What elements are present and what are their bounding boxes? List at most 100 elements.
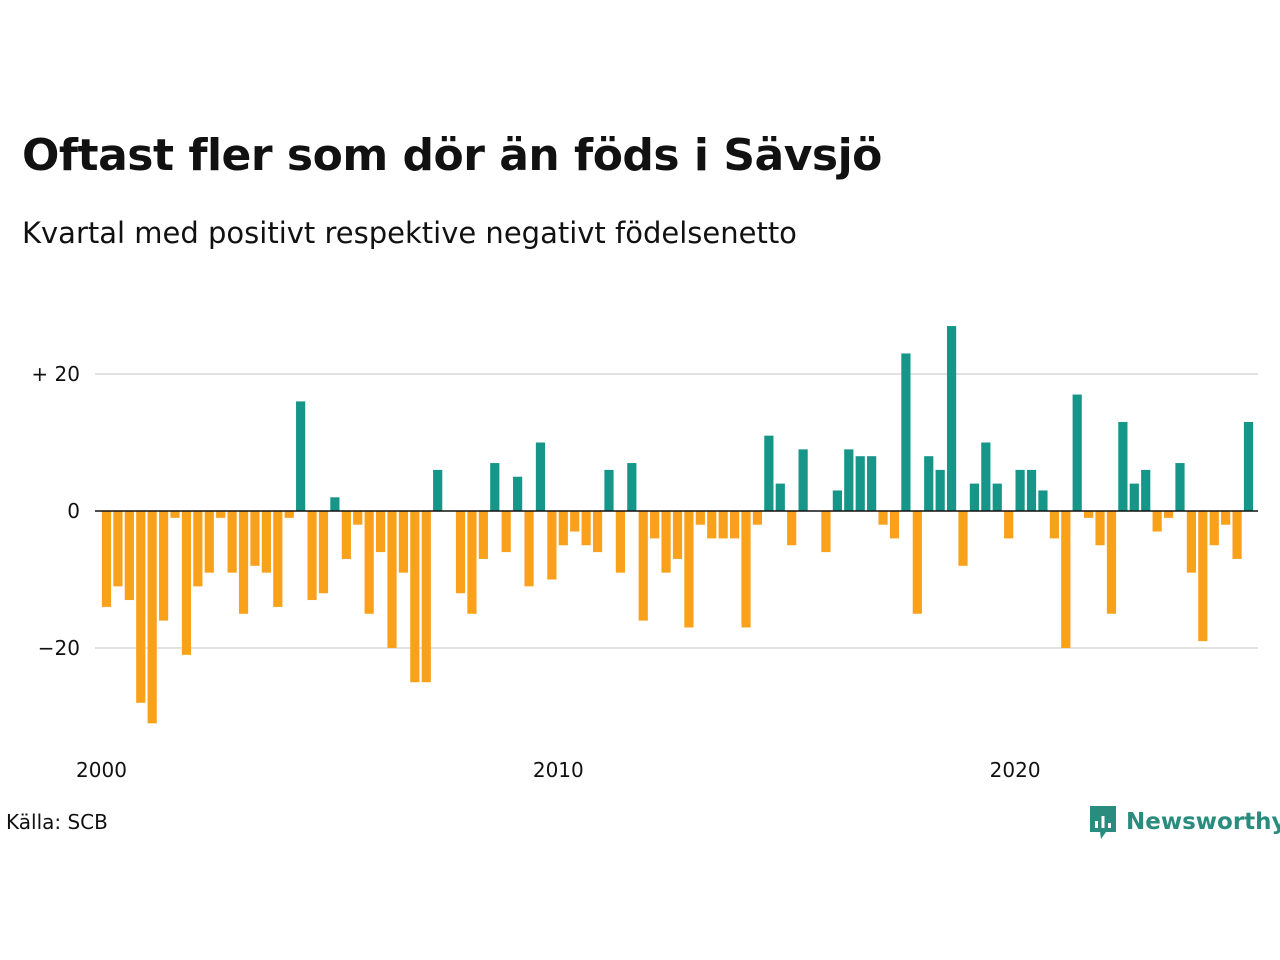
bar <box>1015 469 1025 511</box>
bar <box>1163 511 1174 518</box>
bar <box>638 511 648 621</box>
bar <box>1198 511 1208 642</box>
bar <box>787 511 797 546</box>
bar <box>467 511 477 614</box>
bar <box>661 511 671 573</box>
bar <box>764 435 774 511</box>
bar <box>147 511 157 724</box>
bar <box>490 463 500 511</box>
bar <box>318 511 329 594</box>
x-tick-label: 2010 <box>533 758 584 782</box>
bar <box>1152 511 1162 532</box>
bar <box>124 511 134 601</box>
bar <box>398 511 409 573</box>
bar <box>1072 394 1082 511</box>
y-tick-label: 0 <box>67 499 80 523</box>
bar <box>878 511 888 525</box>
bar <box>113 511 123 587</box>
bar <box>1186 511 1196 573</box>
bar <box>832 490 842 511</box>
bar <box>375 511 386 553</box>
x-tick-label: 2020 <box>990 758 1041 782</box>
x-tick-label: 2000 <box>76 758 127 782</box>
bar <box>1038 490 1048 511</box>
bar <box>798 449 808 511</box>
bar <box>1061 511 1071 648</box>
bar <box>410 511 420 683</box>
bar <box>558 511 568 546</box>
bar <box>592 511 603 553</box>
bar <box>707 511 717 539</box>
bar <box>1141 469 1151 511</box>
bar <box>958 511 968 566</box>
bar <box>261 511 271 573</box>
bar <box>935 469 945 511</box>
bar <box>136 511 146 703</box>
bar <box>193 511 203 587</box>
bar <box>730 511 740 539</box>
logo-text: Newsworthy <box>1126 809 1280 835</box>
bar <box>924 456 934 511</box>
bar <box>1106 511 1117 614</box>
bar <box>1049 511 1059 539</box>
bar <box>284 511 294 518</box>
bar <box>992 483 1002 511</box>
bar <box>969 483 980 511</box>
bar <box>1232 511 1242 559</box>
bar <box>1118 421 1128 511</box>
bar <box>844 449 854 511</box>
bar <box>524 511 534 587</box>
bar <box>615 511 625 573</box>
bar <box>570 511 580 532</box>
bar <box>101 511 112 607</box>
bar <box>1084 511 1094 518</box>
bar <box>1221 511 1231 525</box>
bar <box>455 511 466 594</box>
chart-subtitle: Kvartal med positivt respektive negativt… <box>22 216 797 250</box>
bar <box>501 511 511 553</box>
bar <box>901 353 911 511</box>
bar <box>159 511 169 621</box>
bar <box>353 511 363 525</box>
bar <box>421 511 431 683</box>
chart-title: Oftast fler som dör än föds i Sävsjö <box>22 130 882 181</box>
bar <box>1004 511 1014 539</box>
bar <box>1209 511 1219 546</box>
bar <box>1243 421 1254 511</box>
bar <box>1129 483 1139 511</box>
bar <box>581 511 591 546</box>
bar <box>330 497 340 511</box>
y-axis-labels: + 20 0 −20 <box>31 362 80 660</box>
newsworthy-logo: Newsworthy <box>1088 804 1280 840</box>
bar <box>216 511 226 518</box>
bar <box>181 511 192 655</box>
bar <box>1095 511 1105 546</box>
bar <box>227 511 237 573</box>
x-axis-labels: 2000 2010 2020 <box>76 758 1041 782</box>
bar <box>513 476 523 511</box>
bar <box>547 511 557 580</box>
bar <box>867 456 877 511</box>
bar <box>889 511 900 539</box>
bar <box>741 511 751 628</box>
bar <box>1026 469 1037 511</box>
bar <box>296 401 306 511</box>
bar <box>684 511 694 628</box>
bar <box>387 511 397 648</box>
bar <box>170 511 180 518</box>
bar <box>695 511 705 525</box>
bars <box>101 326 1254 724</box>
bar <box>273 511 283 607</box>
bar <box>946 326 957 511</box>
bar <box>307 511 317 601</box>
newsworthy-chart-bubble-icon <box>1090 806 1116 839</box>
bar <box>204 511 214 573</box>
bar <box>627 463 637 511</box>
y-tick-label: −20 <box>38 636 80 660</box>
bar <box>650 511 660 539</box>
bar <box>341 511 351 559</box>
bar <box>752 511 763 525</box>
bar <box>535 442 546 511</box>
bar <box>855 456 865 511</box>
